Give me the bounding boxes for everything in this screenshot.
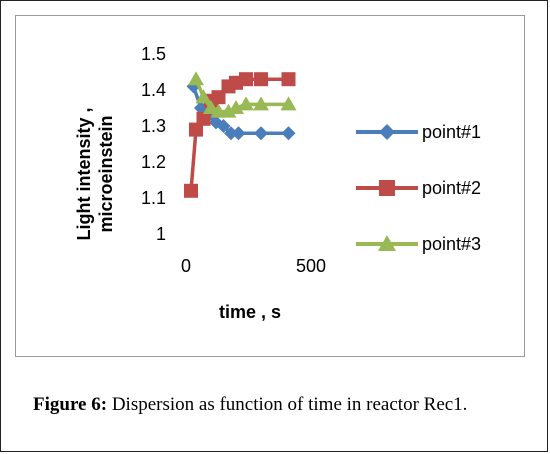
y-axis-title-line1: Light intensity , [74, 108, 94, 241]
legend-item: point#2 [356, 178, 481, 198]
data-point [253, 96, 269, 111]
data-point [281, 126, 296, 141]
data-point [188, 71, 204, 86]
chart: 11.11.21.31.41.50 500 point#1point#2point… [74, 44, 481, 322]
series-layer [184, 71, 297, 198]
data-point [231, 126, 246, 141]
data-point [216, 119, 231, 133]
y-tick-label: 1.5 [141, 44, 166, 64]
legend-marker [378, 235, 396, 251]
y-tick-label: 1 [156, 224, 166, 244]
y-axis-title: Light intensity , microeinstein [74, 108, 116, 241]
data-point [224, 126, 238, 141]
data-point [220, 103, 237, 118]
y-tick-label: 1.2 [141, 152, 166, 172]
x-tick-label: 500 [296, 256, 326, 276]
legend-item: point#3 [356, 234, 481, 254]
data-point [196, 111, 211, 126]
data-point [280, 96, 297, 111]
series-3 [188, 71, 297, 118]
legend-marker [379, 180, 395, 196]
data-point [254, 126, 268, 141]
legend-label: point#3 [422, 234, 481, 254]
data-point [195, 89, 212, 104]
data-point [228, 100, 244, 114]
series-2 [184, 72, 296, 198]
data-point [211, 90, 226, 105]
x-tick-label: 0 [181, 256, 191, 276]
legend-label: point#2 [422, 178, 481, 198]
figure-caption: Figure 6: Dispersion as function of time… [33, 391, 523, 419]
x-axis-title: time , s [219, 302, 281, 322]
y-axis-title-line2: microeinstein [96, 115, 116, 232]
data-point [281, 72, 296, 87]
data-point [239, 72, 253, 87]
data-point [254, 72, 268, 87]
legend-label: point#1 [422, 122, 481, 142]
y-tick-label: 1.4 [141, 80, 166, 100]
y-tick-label: 1.1 [141, 188, 166, 208]
data-point [238, 96, 254, 111]
legend-item: point#1 [356, 122, 481, 142]
legend: point#1 point#2 point#3 [356, 122, 481, 254]
axes: 1 1.1 1.2 1.3 1.4 1.5 0 500 [141, 44, 326, 276]
y-tick-label: 1.3 [141, 116, 166, 136]
chart-frame: 1 1.1 1.2 1.3 1.4 1.5 0 500 point#1 point#2 point… [15, 15, 525, 357]
caption-text: Dispersion as function of time in reacto… [107, 394, 468, 415]
data-point [189, 122, 203, 137]
caption-label: Figure 6: [33, 394, 108, 415]
legend-marker [379, 124, 395, 140]
data-point [184, 183, 198, 198]
